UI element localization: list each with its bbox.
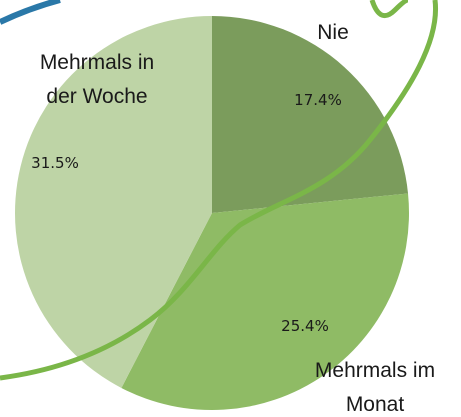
decor-arc: [0, 0, 61, 25]
decor-curve: [369, 0, 409, 19]
slice-label: Nie: [317, 21, 349, 44]
value-label: 31.5%: [31, 154, 79, 172]
slice-label: Mehrmals im Monat: [314, 359, 436, 416]
decor-curve: [0, 0, 439, 381]
slice-label: Mehrmals in der Woche: [39, 51, 155, 108]
pie-slice: [121, 193, 410, 410]
value-label: 17.4%: [294, 91, 342, 109]
pie-slice: [15, 16, 212, 388]
pie-slice: [212, 16, 409, 213]
value-label: 25.4%: [281, 317, 329, 335]
